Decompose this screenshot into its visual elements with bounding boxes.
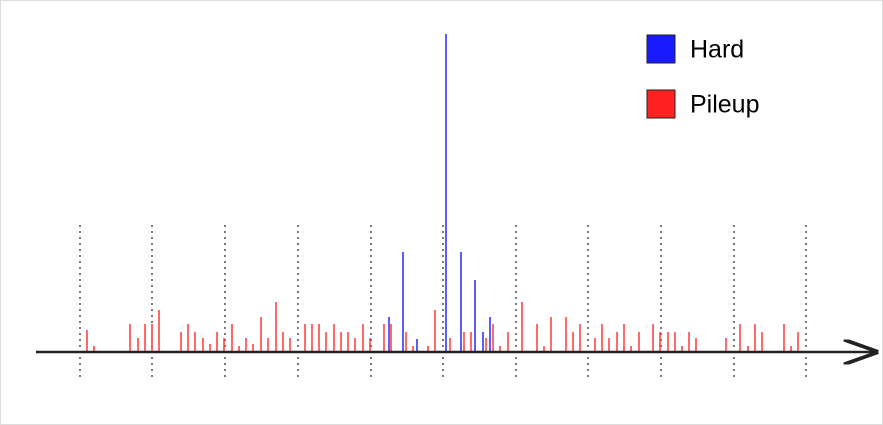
legend-swatch (646, 34, 676, 64)
legend-label: Pileup (690, 91, 760, 119)
legend-label: Hard (690, 36, 744, 64)
legend-swatch (646, 89, 676, 119)
